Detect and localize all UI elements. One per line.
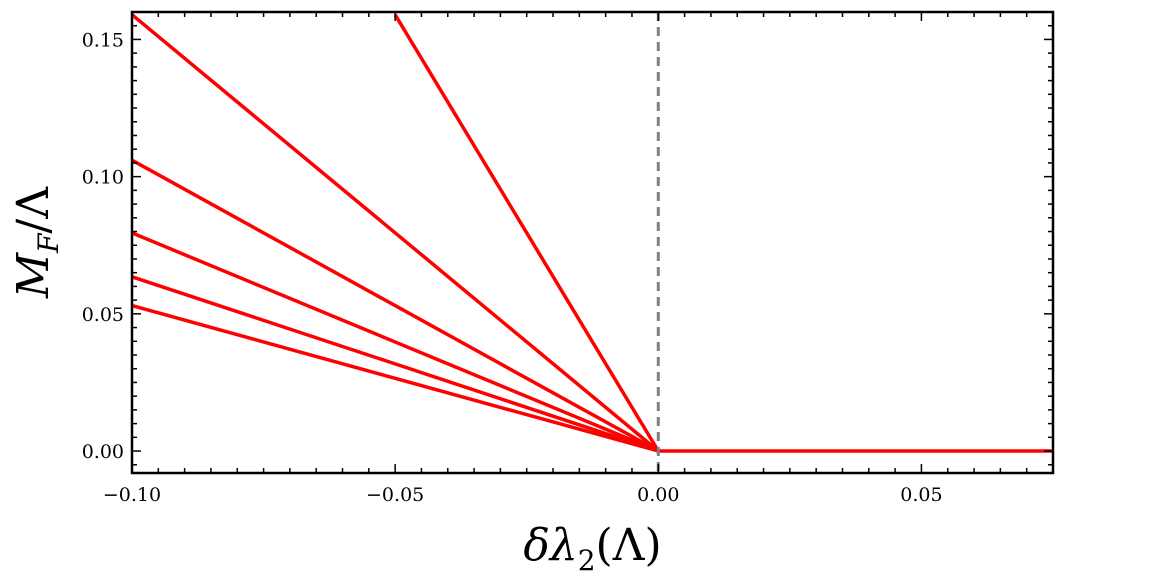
x-axis-label-sub: 2 [578,544,596,577]
y-axis-label-base: M [8,252,59,299]
x-tick-label: 0.00 [637,484,679,506]
x-axis-label-base: δλ [523,520,577,571]
series-line-4 [131,158,660,453]
x-axis-label: δλ2(Λ) [523,520,661,577]
y-tick-label: 0.15 [82,29,124,51]
y-tick-label: 0.05 [82,304,124,326]
plot-frame [130,10,1055,475]
x-tick-label: 0.05 [900,484,942,506]
series-line-1 [131,303,659,453]
y-axis-label-rest: /Λ [8,186,59,234]
ticks-layer [131,11,1054,473]
y-tick-label: 0.00 [82,441,124,463]
series-layer [130,13,1053,453]
series-line-6 [393,13,660,452]
series-line-3 [131,231,659,453]
x-tick-label: −0.10 [103,484,161,506]
y-tick-label: 0.10 [82,167,124,189]
series-line-5 [130,13,660,453]
x-axis-label-rest: (Λ) [596,520,662,571]
y-axis-label: MF/Λ [8,186,65,299]
series-line-2 [131,275,659,453]
tick-labels: −0.10 −0.05 0.00 0.05 0.00 0.05 0.10 0.15 [82,29,943,506]
x-tick-label: −0.05 [366,484,424,506]
y-axis-label-sub: F [32,232,65,254]
